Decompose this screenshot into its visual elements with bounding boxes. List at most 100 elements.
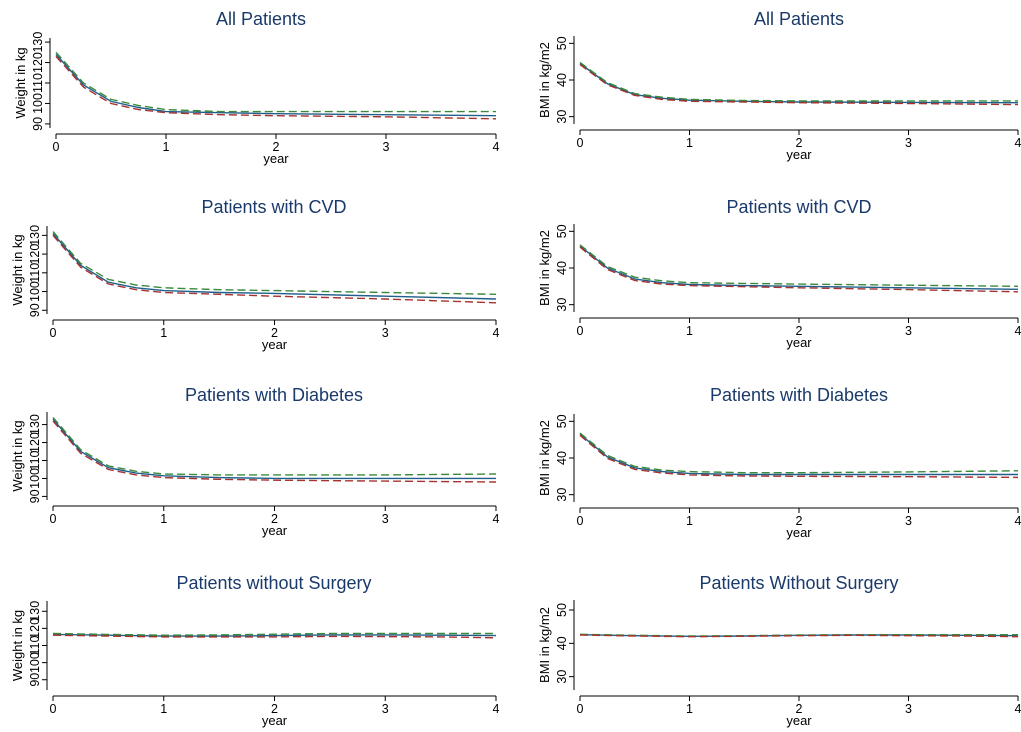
y-tick-label: 30 [555, 670, 569, 684]
y-tick-label: 90 [28, 489, 42, 503]
chart-panel: Patients with Diabetes 0 1 2 3 4 year 30 40 50BMI… [537, 385, 1021, 540]
y-axis-label: BMI in kg/m2 [537, 607, 552, 683]
x-tick-label: 1 [686, 136, 693, 150]
y-tick-label: 110 [31, 73, 45, 93]
x-axis-label: year [262, 713, 288, 728]
x-tick-label: 1 [160, 326, 167, 340]
y-tick-label: 100 [28, 281, 42, 302]
chart-title: Patients with Diabetes [710, 385, 888, 405]
x-tick-label: 3 [905, 702, 912, 716]
x-tick-label: 2 [273, 140, 280, 154]
x-tick-label: 4 [1015, 324, 1021, 338]
y-tick-label: 50 [555, 36, 569, 50]
x-tick-label: 3 [905, 514, 912, 528]
series-line [579, 244, 1019, 287]
y-axis-label: BMI in kg/m2 [537, 420, 552, 496]
series-line [52, 418, 496, 480]
series-line [579, 61, 1018, 102]
x-tick-label: 4 [493, 326, 500, 340]
x-tick-label: 4 [1015, 514, 1021, 528]
series-line [52, 633, 497, 637]
y-tick-label: 120 [31, 52, 45, 73]
y-tick-label: 110 [28, 635, 42, 655]
y-tick-label: 30 [555, 110, 569, 124]
chart-title: All Patients [216, 9, 306, 29]
x-tick-label: 3 [382, 326, 389, 340]
x-axis-label: year [786, 335, 812, 350]
y-tick-label: 130 [28, 414, 42, 435]
series-line [52, 632, 496, 636]
y-tick-label: 50 [555, 414, 569, 428]
y-axis-label: BMI in kg/m2 [537, 230, 552, 306]
x-tick-label: 0 [577, 324, 584, 338]
x-axis-label: year [786, 525, 812, 540]
x-tick-label: 2 [271, 702, 278, 716]
x-tick-label: 3 [905, 136, 912, 150]
x-tick-label: 4 [1015, 136, 1021, 150]
y-tick-label: 100 [28, 468, 42, 489]
x-tick-label: 0 [577, 702, 584, 716]
x-tick-label: 1 [160, 512, 167, 526]
y-tick-label: 120 [28, 244, 42, 265]
series-line [579, 434, 1019, 479]
x-axis-label: year [786, 713, 812, 728]
x-tick-label: 1 [160, 702, 167, 716]
chart-title: Patients with CVD [201, 197, 346, 217]
y-tick-label: 110 [28, 450, 42, 470]
series-line [579, 246, 1019, 293]
x-tick-label: 4 [493, 512, 500, 526]
x-tick-label: 4 [493, 140, 500, 154]
x-tick-label: 1 [686, 514, 693, 528]
x-tick-label: 3 [383, 140, 390, 154]
x-tick-label: 0 [577, 136, 584, 150]
chart-panel: Patients with CVD 0 1 2 3 4 year 90100110120130… [10, 197, 500, 352]
y-tick-label: 40 [555, 451, 569, 465]
chart-panel: All Patients 0 1 2 3 4 year 90 100110120130Weigh… [13, 9, 500, 166]
x-tick-label: 2 [271, 326, 278, 340]
series-line [52, 416, 497, 476]
y-axis-label: BMI in kg/m2 [537, 42, 552, 118]
y-tick-label: 130 [28, 601, 42, 622]
y-axis-label: Weight in kg [10, 610, 25, 681]
x-tick-label: 2 [796, 514, 803, 528]
x-tick-label: 2 [271, 512, 278, 526]
x-tick-label: 0 [53, 140, 60, 154]
y-tick-label: 130 [28, 225, 42, 246]
y-tick-label: 50 [555, 603, 569, 617]
y-tick-label: 100 [31, 93, 45, 114]
x-tick-label: 3 [382, 702, 389, 716]
chart-title: All Patients [754, 9, 844, 29]
x-tick-label: 2 [796, 136, 803, 150]
y-tick-label: 90 [31, 117, 45, 131]
x-tick-label: 1 [686, 324, 693, 338]
chart-title: Patients without Surgery [176, 573, 371, 593]
y-tick-label: 120 [28, 618, 42, 639]
series-line [52, 233, 497, 300]
x-tick-label: 0 [50, 702, 57, 716]
x-tick-label: 0 [50, 326, 57, 340]
y-tick-label: 90 [28, 673, 42, 687]
chart-panel: Patients Without Surgery 0 1 2 3 4 year 30 40 50B… [537, 573, 1021, 728]
y-tick-label: 110 [28, 263, 42, 283]
series-line [579, 634, 1019, 638]
x-tick-label: 3 [382, 512, 389, 526]
x-tick-label: 2 [796, 702, 803, 716]
y-tick-label: 30 [555, 488, 569, 502]
chart-title: Patients with CVD [726, 197, 871, 217]
x-axis-label: year [262, 523, 288, 538]
y-tick-label: 120 [28, 432, 42, 453]
y-tick-label: 40 [555, 261, 569, 275]
chart-title: Patients Without Surgery [699, 573, 898, 593]
x-tick-label: 0 [50, 512, 57, 526]
x-tick-label: 4 [1015, 702, 1021, 716]
series-line [55, 53, 497, 117]
y-tick-label: 130 [31, 32, 45, 53]
series-line [52, 420, 497, 483]
y-tick-label: 50 [555, 224, 569, 238]
series-line [55, 55, 497, 120]
x-tick-label: 2 [796, 324, 803, 338]
y-tick-label: 30 [555, 298, 569, 312]
x-tick-label: 1 [163, 140, 170, 154]
